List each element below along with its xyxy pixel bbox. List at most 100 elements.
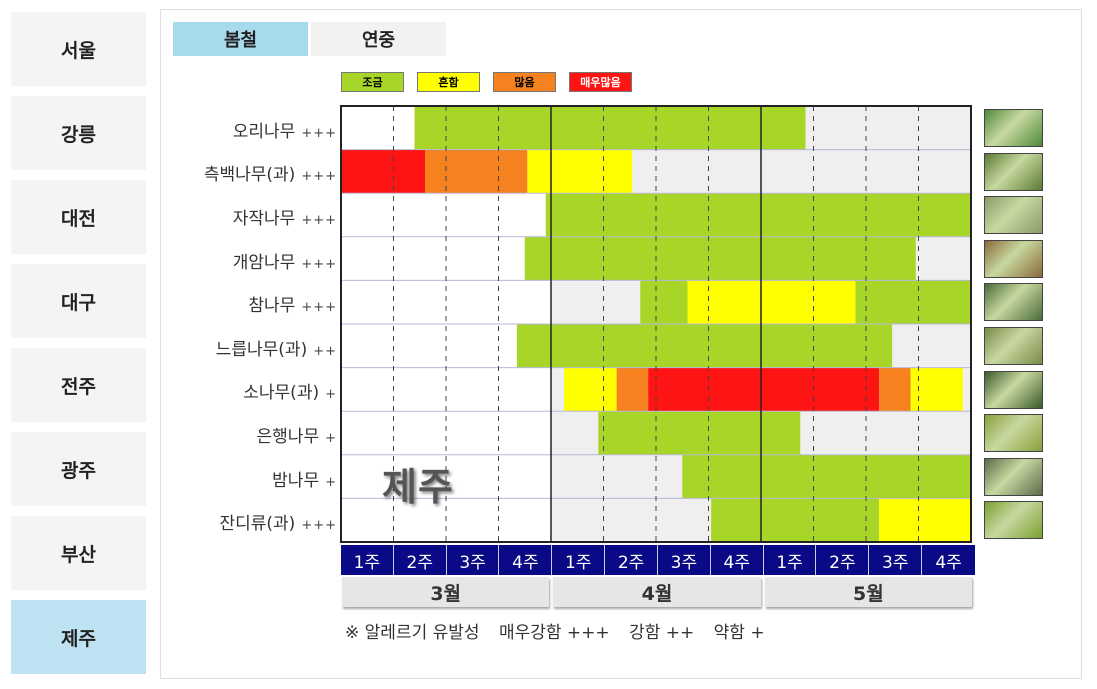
week-tick-label: 3주 [447,545,500,575]
allergy-level-weak: 약함 + [713,623,765,643]
heat-cell-6-7 [963,367,971,412]
heat-cell-9-3 [879,498,971,542]
sidebar-item-gangneung[interactable]: 강릉 [11,96,146,170]
heat-cell-4-4 [855,280,971,324]
sidebar-item-busan[interactable]: 부산 [11,516,146,590]
plant-name: 개암나무 [232,252,296,273]
row-label: 참나무 +++ [248,291,337,316]
plant-name: 밤나무 [272,470,320,491]
tab-all-year[interactable]: 연중 [311,22,446,56]
month-tick-label: 3월 [342,577,550,607]
week-tick-label: 1주 [764,545,817,575]
heat-cell-0-1 [414,106,806,150]
heat-cell-6-4 [648,367,880,412]
row-label: 개암나무 +++ [233,248,337,273]
heat-cell-2-0 [341,193,546,237]
legend-item-common: 흔함 [417,72,480,92]
heat-cell-5-0 [341,324,517,368]
plant-name: 오리나무 [232,121,296,142]
week-tick-label: 4주 [500,545,553,575]
heat-cell-6-3 [616,367,649,412]
allergy-level: +++ [301,125,337,141]
heat-cell-6-5 [879,367,911,412]
plant-photo-thumbnail [984,414,1043,453]
plant-photo-thumbnail [984,283,1043,322]
heat-cell-3-0 [341,236,525,281]
plant-name: 자작나무 [232,209,296,229]
legend-item-low: 조금 [341,72,404,92]
allergy-level: + [325,474,337,490]
heat-cell-4-2 [640,280,688,324]
row-label: 측백나무(과) +++ [204,160,337,185]
week-axis-bar [341,545,975,575]
allergy-level: + [325,431,337,446]
allergy-level: +++ [301,213,337,228]
row-label: 밤나무 + [272,466,337,491]
sidebar-item-gwangju[interactable]: 광주 [11,432,146,506]
heat-cell-2-1 [545,193,971,237]
week-tick-label: 2주 [605,545,658,575]
plant-photo-thumbnail [984,152,1043,191]
sidebar-item-daegu[interactable]: 대구 [11,264,146,338]
row-label: 자작나무 +++ [233,204,337,229]
legend-item-very-many: 매우많음 [569,72,632,92]
heat-cell-6-1 [551,367,565,412]
sidebar-item-jeju[interactable]: 제주 [11,600,146,674]
chart-border [340,105,972,543]
row-label: 은행나무 + [257,422,337,447]
heat-cell-0-0 [341,106,415,150]
plant-photo-thumbnail [984,239,1043,278]
row-label: 소나무(과) + [243,378,337,403]
week-tick-label: 2주 [817,545,870,575]
heat-cell-6-2 [564,367,617,412]
heat-cell-8-1 [551,454,683,499]
allergy-level-strong: 매우강함 +++ [498,623,610,643]
heat-cell-8-2 [682,454,971,499]
row-label: 잔디류(과) +++ [219,509,337,534]
plant-name: 소나무(과) [243,383,320,404]
allergy-level: +++ [301,300,337,316]
heat-cell-7-2 [598,411,801,455]
heat-cell-1-2 [527,149,633,194]
plant-name: 참나무 [248,296,296,317]
plant-photo-thumbnail [984,327,1043,365]
sidebar-item-jeonju[interactable]: 전주 [11,348,146,422]
heat-cell-5-1 [516,324,893,368]
week-tick-label: 1주 [552,545,606,575]
allergy-level: +++ [301,169,337,185]
heat-cell-3-1 [524,236,916,281]
heat-cell-4-3 [687,280,856,324]
row-label: 오리나무 +++ [233,117,337,142]
plant-name: 은행나무 [256,427,320,447]
heat-cell-1-3 [632,149,761,194]
heat-cell-1-1 [425,149,528,194]
plant-photo-thumbnail [984,109,1043,147]
allergy-note-prefix: ※ 알레르기 유발성 [345,623,480,643]
plant-name: 느릅나무(과) [215,339,308,360]
heat-cell-9-1 [551,498,712,542]
heat-cell-7-3 [800,411,971,455]
region-watermark: 제주 [382,465,454,509]
plant-photo-thumbnail [984,196,1043,235]
legend-item-many: 많음 [493,72,556,92]
sidebar-item-daejeon[interactable]: 대전 [11,180,146,254]
allergy-level: +++ [301,256,337,272]
plant-name: 측백나무(과) [203,165,296,186]
plant-photo-thumbnail [984,457,1043,496]
allergy-level-medium: 강함 ++ [629,623,695,643]
week-tick-label: 3주 [658,545,711,575]
plant-name: 잔디류(과) [219,514,296,535]
tab-spring[interactable]: 봄철 [173,22,308,56]
allergy-level: ++ [313,343,337,359]
week-tick-label: 2주 [394,545,447,575]
plant-photo-thumbnail [984,501,1043,540]
heat-cell-1-0 [341,149,425,194]
allergy-note: ※ 알레르기 유발성 매우강함 +++ 강함 ++ 약함 + [345,618,779,643]
sidebar-item-seoul[interactable]: 서울 [11,12,146,86]
week-tick-label: 4주 [711,545,764,575]
week-tick-label: 4주 [935,552,962,573]
month-tick-label: 5월 [764,577,972,607]
heat-cell-3-2 [915,236,971,281]
week-tick-label: 1주 [341,545,394,575]
